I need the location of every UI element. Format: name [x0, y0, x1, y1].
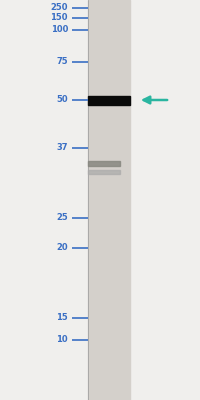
Text: 20: 20: [56, 244, 68, 252]
Bar: [88, 96, 130, 105]
Text: 100: 100: [51, 26, 68, 34]
Bar: [88, 170, 120, 174]
Text: 15: 15: [56, 314, 68, 322]
Text: 250: 250: [50, 4, 68, 12]
Text: 50: 50: [56, 96, 68, 104]
Text: 150: 150: [50, 14, 68, 22]
Bar: [88, 0, 130, 400]
Text: 25: 25: [56, 214, 68, 222]
Text: 37: 37: [57, 144, 68, 152]
Text: 75: 75: [56, 58, 68, 66]
Text: 10: 10: [56, 336, 68, 344]
Bar: [88, 161, 120, 166]
